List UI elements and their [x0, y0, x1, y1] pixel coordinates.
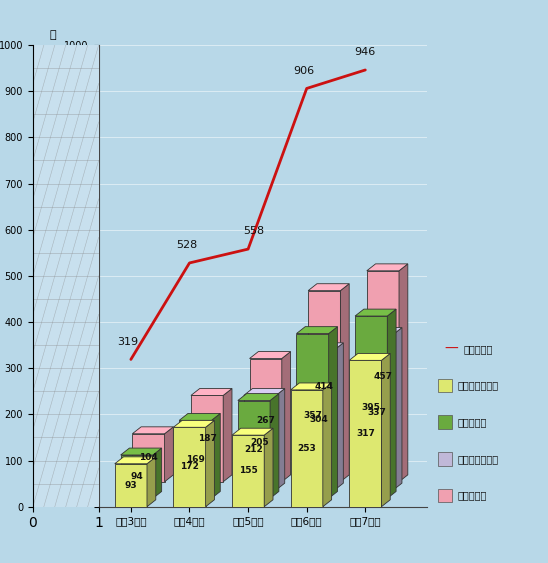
Polygon shape	[334, 343, 344, 490]
Text: 395: 395	[362, 403, 381, 412]
Polygon shape	[308, 291, 340, 482]
Polygon shape	[323, 383, 332, 507]
Polygon shape	[191, 388, 232, 395]
Text: 監査を実施: 監査を実施	[458, 490, 487, 501]
Polygon shape	[153, 448, 162, 498]
Polygon shape	[249, 351, 290, 359]
Text: 906: 906	[293, 65, 315, 75]
Polygon shape	[296, 327, 338, 333]
Polygon shape	[355, 316, 387, 498]
Polygon shape	[173, 421, 214, 427]
Polygon shape	[264, 428, 273, 507]
Polygon shape	[223, 388, 232, 482]
Text: 212: 212	[244, 445, 264, 454]
Polygon shape	[276, 388, 285, 490]
Text: 目標を設定: 目標を設定	[458, 417, 487, 427]
Polygon shape	[147, 457, 156, 507]
Polygon shape	[244, 395, 276, 490]
Polygon shape	[302, 350, 334, 490]
Text: 有効回収数: 有効回収数	[463, 344, 493, 354]
Text: 267: 267	[256, 415, 275, 425]
Text: 187: 187	[198, 434, 216, 443]
Polygon shape	[164, 427, 173, 482]
Polygon shape	[173, 427, 206, 507]
Text: 経営方針を判定: 経営方針を判定	[458, 381, 499, 391]
Text: —: —	[444, 342, 458, 356]
Text: 457: 457	[373, 372, 392, 381]
Polygon shape	[290, 383, 332, 390]
Polygon shape	[308, 284, 349, 291]
Polygon shape	[232, 428, 273, 435]
Text: 304: 304	[309, 415, 328, 425]
Polygon shape	[238, 394, 279, 400]
Polygon shape	[302, 343, 344, 350]
Text: 253: 253	[298, 444, 316, 453]
Polygon shape	[282, 351, 290, 482]
Polygon shape	[115, 464, 147, 507]
Text: 94: 94	[130, 472, 143, 481]
Text: 337: 337	[368, 408, 386, 417]
Polygon shape	[349, 360, 381, 507]
Polygon shape	[361, 334, 393, 490]
Polygon shape	[238, 400, 270, 498]
Text: 558: 558	[243, 226, 265, 236]
Polygon shape	[132, 427, 173, 434]
Polygon shape	[115, 457, 156, 464]
Polygon shape	[361, 328, 402, 334]
Polygon shape	[121, 448, 162, 455]
Polygon shape	[232, 435, 264, 507]
Polygon shape	[179, 413, 220, 421]
Text: 104: 104	[139, 453, 158, 462]
Polygon shape	[249, 359, 282, 482]
Polygon shape	[340, 284, 349, 482]
Text: 319: 319	[117, 337, 139, 346]
Polygon shape	[349, 354, 390, 360]
Polygon shape	[132, 434, 164, 482]
Polygon shape	[329, 327, 338, 498]
Polygon shape	[387, 309, 396, 498]
Text: 169: 169	[186, 455, 205, 464]
Polygon shape	[355, 309, 396, 316]
Polygon shape	[244, 388, 285, 395]
Text: 行動計画を作成: 行動計画を作成	[458, 454, 499, 464]
Polygon shape	[290, 390, 323, 507]
Text: 317: 317	[356, 429, 375, 438]
Polygon shape	[191, 395, 223, 482]
Text: 172: 172	[180, 462, 199, 471]
Polygon shape	[212, 413, 220, 498]
Polygon shape	[270, 394, 279, 498]
Text: 414: 414	[315, 382, 334, 391]
Polygon shape	[399, 264, 408, 482]
Text: 205: 205	[250, 438, 269, 447]
Text: 155: 155	[239, 466, 258, 475]
Text: 社: 社	[49, 30, 56, 41]
Text: 357: 357	[303, 412, 322, 421]
Polygon shape	[206, 421, 214, 507]
Polygon shape	[296, 333, 329, 498]
Polygon shape	[393, 328, 402, 490]
Text: 93: 93	[124, 481, 137, 490]
Text: 528: 528	[176, 240, 197, 250]
Polygon shape	[367, 271, 399, 482]
Polygon shape	[121, 455, 153, 498]
Polygon shape	[381, 354, 390, 507]
Text: 946: 946	[355, 47, 376, 57]
Polygon shape	[367, 264, 408, 271]
Polygon shape	[179, 421, 212, 498]
